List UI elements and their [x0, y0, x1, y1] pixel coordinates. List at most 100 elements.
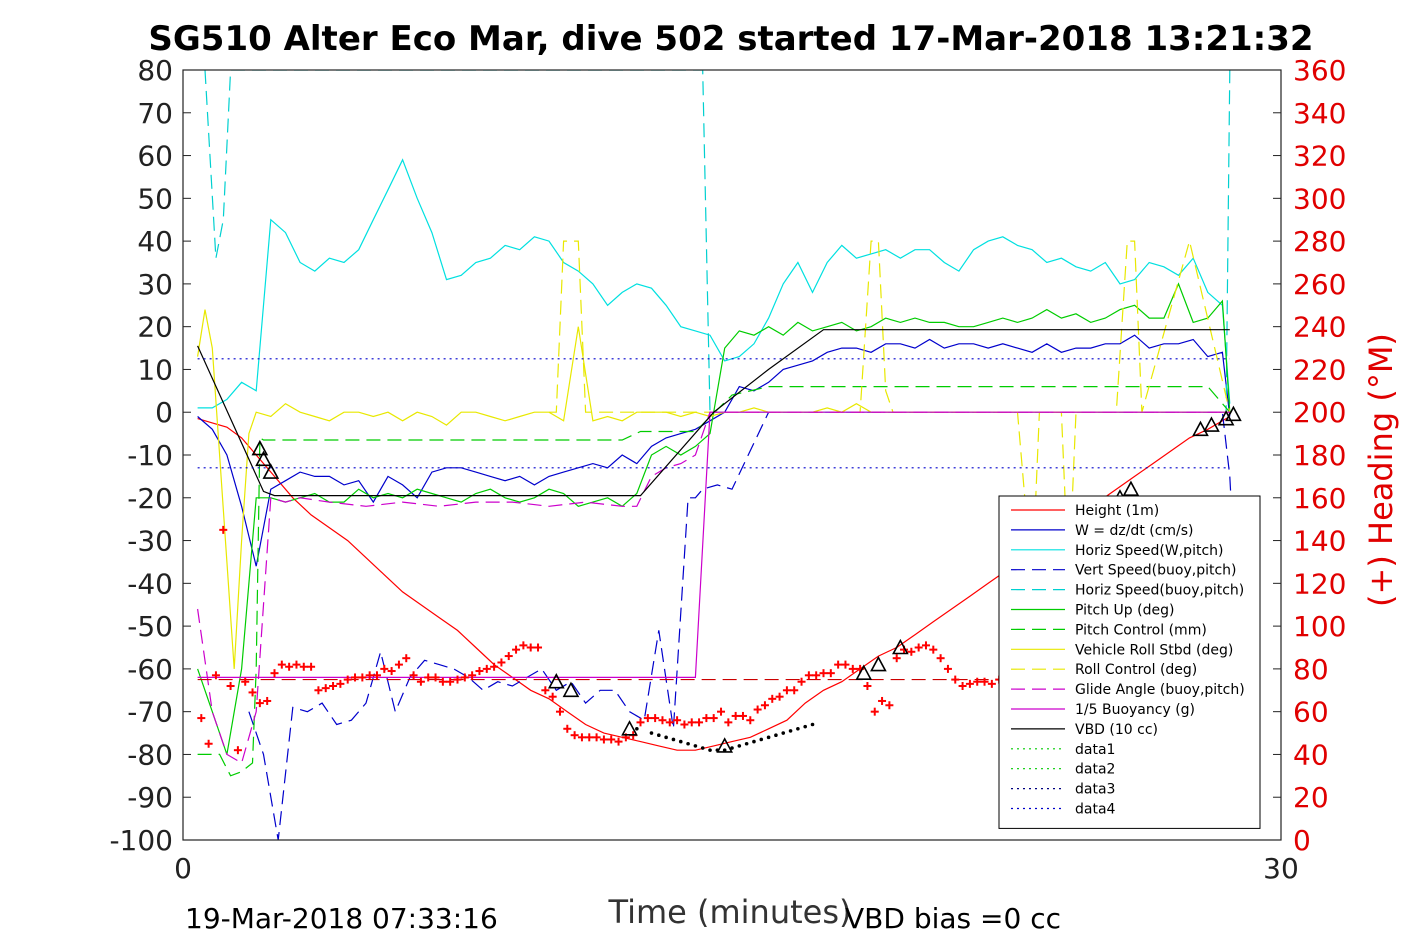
- heading-point: [211, 671, 220, 680]
- triangle-marker: [547, 673, 565, 689]
- series-line-3: [248, 411, 1234, 840]
- heading-point: [782, 686, 791, 695]
- y-left-tick-label: -80: [127, 738, 173, 771]
- heading-point: [804, 671, 813, 680]
- y-right-tick-label: 160: [1293, 482, 1346, 515]
- heading-point: [577, 733, 586, 742]
- y-right-tick-label: 300: [1293, 182, 1346, 215]
- heading-point: [394, 660, 403, 669]
- y-right-tick-label: 180: [1293, 439, 1346, 472]
- vbd-dot: [737, 744, 742, 748]
- heading-point: [987, 679, 996, 688]
- legend-entry-7: Vehicle Roll Stbd (deg): [1075, 642, 1233, 658]
- heading-point: [526, 643, 535, 652]
- series-line-6: [197, 386, 1231, 777]
- heading-point: [870, 707, 879, 716]
- heading-point: [636, 718, 645, 727]
- legend-entry-8: Roll Control (deg): [1075, 662, 1197, 678]
- vbd-dot: [671, 737, 676, 742]
- y-right-tick-label: 80: [1293, 653, 1329, 686]
- y-left-tick-label: 60: [137, 140, 173, 173]
- y-left-tick-label: -50: [127, 610, 173, 643]
- heading-point: [336, 679, 345, 688]
- y-left-tick-label: 30: [137, 268, 173, 301]
- heading-point: [233, 746, 242, 755]
- heading-point: [409, 671, 418, 680]
- heading-point: [724, 718, 733, 727]
- heading-point: [914, 643, 923, 652]
- vbd-dot: [788, 729, 793, 733]
- heading-point: [197, 714, 206, 723]
- heading-point: [614, 737, 623, 746]
- y-right-tick-label: 240: [1293, 311, 1346, 344]
- y-left-tick-label: 20: [137, 311, 173, 344]
- y-right-tick-label: 20: [1293, 781, 1329, 814]
- heading-point: [658, 716, 667, 725]
- heading-point: [592, 733, 601, 742]
- triangle-marker: [1192, 420, 1209, 437]
- triangle-marker: [716, 737, 734, 753]
- heading-point: [921, 641, 930, 650]
- y-right-tick-label: 0: [1293, 824, 1311, 857]
- heading-point: [387, 667, 396, 676]
- y-axis-right-label: (+) Heading (°M): [1362, 333, 1400, 607]
- chart-title: SG510 Alter Eco Mar, dive 502 started 17…: [148, 19, 1313, 59]
- heading-point: [482, 664, 491, 673]
- heading-point: [826, 669, 835, 678]
- y-right-tick-label: 320: [1293, 140, 1346, 173]
- y-left-tick-label: 10: [137, 353, 173, 386]
- vbd-dot: [730, 746, 734, 750]
- heading-point: [965, 679, 974, 688]
- triangle-marker: [1122, 480, 1140, 497]
- heading-point: [936, 654, 945, 663]
- heading-point: [599, 735, 608, 744]
- vbd-dot: [752, 739, 756, 744]
- y-right-tick-label: 140: [1293, 525, 1346, 558]
- series-layer: [197, 70, 1234, 840]
- heading-point: [380, 664, 389, 673]
- x-axis-label: Time (minutes): [608, 893, 852, 931]
- triangle-marker: [855, 664, 873, 680]
- vbd-dot: [664, 735, 668, 740]
- series-line-10: [197, 411, 1230, 679]
- heading-point: [497, 658, 506, 667]
- triangle-marker: [892, 638, 909, 655]
- heading-point: [460, 673, 469, 682]
- heading-point: [819, 669, 828, 678]
- heading-point: [885, 701, 894, 710]
- heading-point: [358, 673, 367, 682]
- heading-point: [775, 692, 784, 701]
- vbd-dot: [635, 726, 639, 731]
- y-right-tick-label: 280: [1293, 225, 1346, 258]
- plot-frame: [182, 69, 1282, 841]
- vbd-dot: [803, 724, 807, 729]
- heading-point: [797, 677, 806, 686]
- heading-point: [468, 671, 477, 680]
- y-left-tick-label: -90: [127, 781, 173, 814]
- triangle-marker: [870, 655, 887, 672]
- vbd-dot: [759, 737, 764, 742]
- series-line-5: [197, 282, 1231, 755]
- vbd-dot: [700, 746, 705, 750]
- heading-point: [541, 686, 550, 695]
- heading-point: [746, 716, 755, 725]
- heading-point: [424, 673, 433, 682]
- legend-entry-14: data3: [1075, 782, 1115, 798]
- heading-point: [365, 671, 374, 680]
- heading-point: [709, 714, 718, 723]
- y-right-tick-label: 340: [1293, 97, 1346, 130]
- legend-entry-11: VBD (10 cc): [1075, 722, 1158, 738]
- triangle-marker: [1225, 405, 1242, 422]
- heading-point: [651, 714, 660, 723]
- heading-point: [277, 660, 286, 669]
- legend-entry-4: Horiz Speed(buoy,pitch): [1075, 583, 1244, 599]
- heading-point: [329, 682, 338, 690]
- vbd-dot: [649, 731, 654, 735]
- footer-vbd-bias: VBD bias =0 cc: [845, 902, 1061, 935]
- heading-point: [958, 682, 967, 690]
- heading-point: [490, 662, 499, 671]
- vbd-dot: [686, 741, 690, 746]
- heading-point: [307, 662, 316, 671]
- y-left-tick-label: 40: [137, 225, 173, 258]
